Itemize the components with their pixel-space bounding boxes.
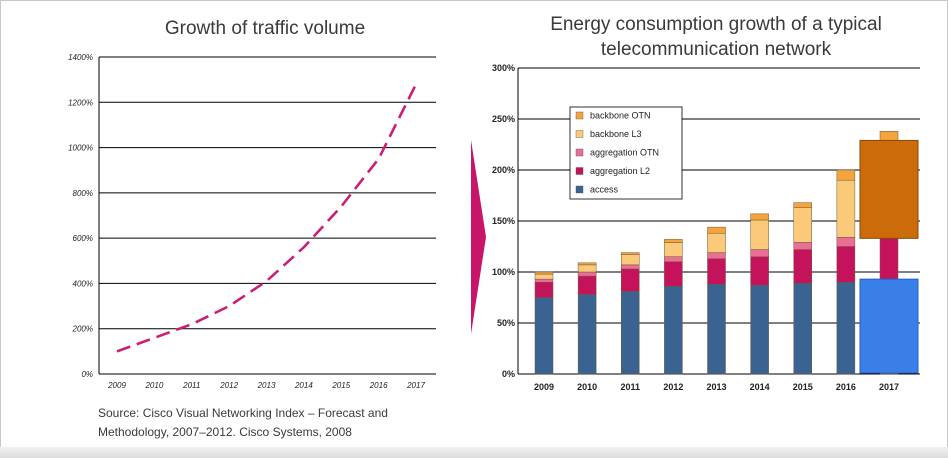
energy-chart-title: Energy consumption growth of a typical t… [550,14,882,60]
legend-swatch [575,185,584,194]
legend-label: backbone OTN [590,111,651,121]
bar-access [750,285,769,375]
traffic-series-line [116,83,418,353]
bar-aggregation-l2 [879,238,899,280]
legend-swatch [575,148,584,157]
bar-aggregation-otn [621,264,640,270]
y-tick-label: 400% [73,279,93,288]
y-tick-label: 1000% [68,144,93,153]
x-tick-label: 2011 [620,382,640,392]
bar-backbone-l3 [534,273,554,280]
bar-aggregation-otn [534,278,554,283]
bar-backbone-otn [577,262,597,266]
x-tick-label: 2013 [706,382,726,392]
legend-swatch [575,167,584,175]
highlight-access-2017 [859,278,919,374]
x-tick-label: 2009 [534,382,554,392]
x-tick-label: 2015 [793,382,813,392]
y-tick-label: 600% [73,234,93,243]
bar-aggregation-otn [836,237,856,247]
bar-backbone-l3 [836,179,856,238]
x-tick-label: 2010 [144,381,163,390]
bar-backbone-otn [879,130,899,141]
y-tick-label: 1200% [68,98,93,107]
y-tick-label: 1400% [68,53,93,62]
traffic-chart-title: Growth of traffic volume [164,18,366,39]
y-tick-label: 150% [492,216,515,226]
legend-box [569,106,683,200]
y-tick-label: 100% [492,267,515,277]
x-tick-label: 2015 [331,381,350,390]
y-tick-label: 200% [492,165,515,175]
bar-aggregation-l2 [750,256,769,286]
energy-bar-chart: 0% 50% 100% 150% 200% 250% 300% 2009 2010 2011 201… [492,63,920,392]
bar-aggregation-otn [793,242,812,250]
bar-backbone-l3 [621,254,640,266]
highlight-backbone-2017 [859,139,919,239]
y-tick-label: 800% [73,189,93,198]
bar-aggregation-otn [707,252,726,259]
x-tick-label: 2016 [836,382,856,392]
bar-backbone-otn [793,202,812,208]
y-tick-label: 250% [492,114,515,124]
bar-access [664,286,683,375]
bottom-band [0,447,948,458]
legend-label: backbone L3 [590,129,642,139]
bar-aggregation-l2 [793,249,812,284]
y-tick-label: 0% [81,370,93,379]
bar-backbone-otn [750,213,769,221]
x-tick-label: 2010 [577,382,597,392]
x-tick-label: 2014 [294,381,313,390]
bar-backbone-otn [707,226,726,234]
bar-aggregation-l2 [664,261,683,287]
bar-access [793,282,812,375]
bar-aggregation-l2 [534,281,554,298]
bar-backbone-otn [664,239,683,243]
x-tick-label: 2009 [107,381,126,390]
traffic-line-chart: 0% 200% 400% 600% 800% 1000% 1200% 1400% 2009 201… [68,53,436,390]
x-tick-label: 2016 [369,381,388,390]
x-tick-label: 2017 [406,381,425,390]
source-note: Source: Cisco Visual Networking Index – … [98,406,388,439]
bar-aggregation-otn [750,249,769,257]
x-tick-label: 2012 [219,381,238,390]
bar-aggregation-l2 [707,258,726,285]
x-tick-label: 2014 [750,382,770,392]
y-tick-label: 300% [492,63,515,73]
legend-label: access [590,185,619,195]
bar-access [836,281,856,375]
y-tick-label: 50% [497,318,515,328]
legend-label: aggregation L2 [590,166,650,176]
bar-aggregation-otn [664,256,683,263]
transition-arrow-icon [471,140,486,334]
bar-aggregation-otn [577,271,597,277]
legend-swatch [575,130,584,138]
bar-aggregation-l2 [836,246,856,283]
bar-access [577,294,597,375]
y-tick-label: 0% [502,369,515,379]
bar-access [534,297,554,375]
bar-backbone-otn [836,169,856,181]
y-tick-label: 200% [72,325,93,334]
bar-access [621,291,640,375]
bar-backbone-otn [534,271,554,275]
bar-aggregation-l2 [621,268,640,292]
bar-backbone-l3 [577,264,597,273]
x-tick-label: 2011 [182,381,200,390]
legend-swatch [575,111,584,120]
x-tick-label: 2017 [879,382,899,392]
bar-aggregation-l2 [577,275,597,295]
bar-backbone-otn [621,252,640,255]
legend-label: aggregation OTN [590,148,659,158]
bar-backbone-l3 [750,219,769,250]
bar-access [707,283,726,375]
bar-backbone-l3 [793,207,812,243]
x-tick-label: 2013 [257,381,276,390]
x-tick-label: 2012 [663,382,683,392]
bar-backbone-l3 [707,232,726,253]
bar-backbone-l3 [664,242,683,257]
